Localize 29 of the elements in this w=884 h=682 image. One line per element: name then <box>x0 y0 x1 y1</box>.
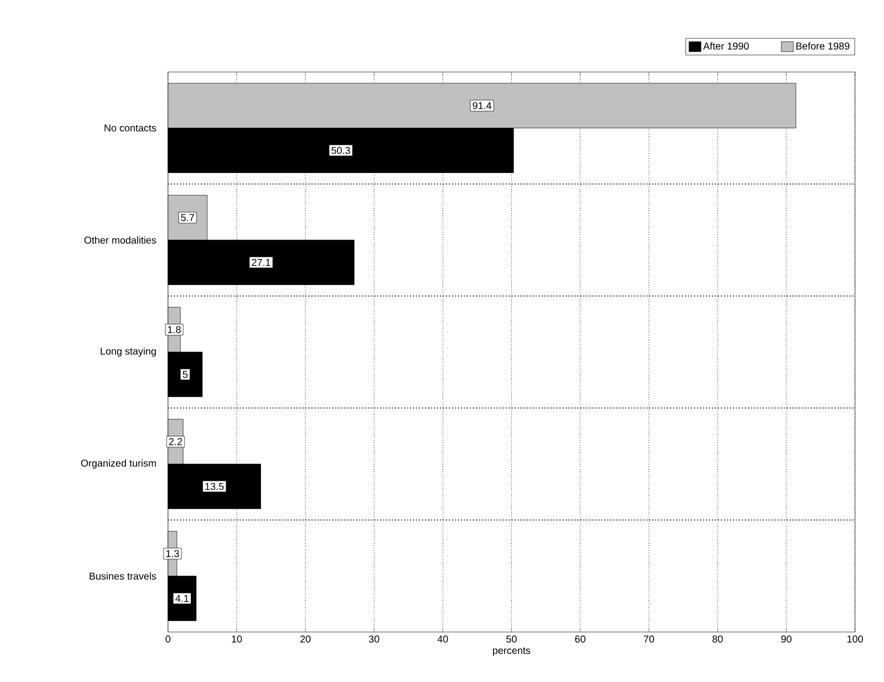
x-tick-label: 10 <box>232 636 242 643</box>
data-label: 5 <box>182 370 188 378</box>
x-tick-label: 70 <box>644 636 654 643</box>
y-tick-label: Long staying <box>100 347 156 357</box>
data-label: 50.3 <box>331 146 350 154</box>
y-tick-label: Organized turism <box>81 459 156 469</box>
y-tick-label: Other modalities <box>84 236 156 244</box>
x-tick-label: 80 <box>712 636 723 643</box>
data-label: 5.7 <box>181 214 194 222</box>
data-label: 1.8 <box>168 326 181 334</box>
legend-label: After 1990 <box>703 42 749 50</box>
x-tick-label: 30 <box>368 636 380 643</box>
data-label: 4.1 <box>175 594 189 602</box>
x-tick-label: 60 <box>575 636 586 643</box>
x-tick-label: 40 <box>437 636 448 643</box>
x-tick-label: 100 <box>847 636 863 643</box>
x-tick-label: 90 <box>781 636 792 643</box>
data-label: 91.4 <box>472 102 492 110</box>
y-tick-label: No contacts <box>104 124 156 132</box>
data-label: 27.1 <box>252 258 270 266</box>
data-label: 1.3 <box>166 550 179 558</box>
x-tick-label: 20 <box>300 636 311 643</box>
legend-label: Before 1989 <box>796 42 850 50</box>
data-label: 2.2 <box>169 438 182 446</box>
x-tick-label: 50 <box>506 636 517 643</box>
y-tick-label: Busines travels <box>90 572 156 580</box>
x-tick-label: 0 <box>166 636 170 643</box>
data-label: 13.5 <box>205 482 224 490</box>
x-axis-title: percents <box>493 647 530 656</box>
